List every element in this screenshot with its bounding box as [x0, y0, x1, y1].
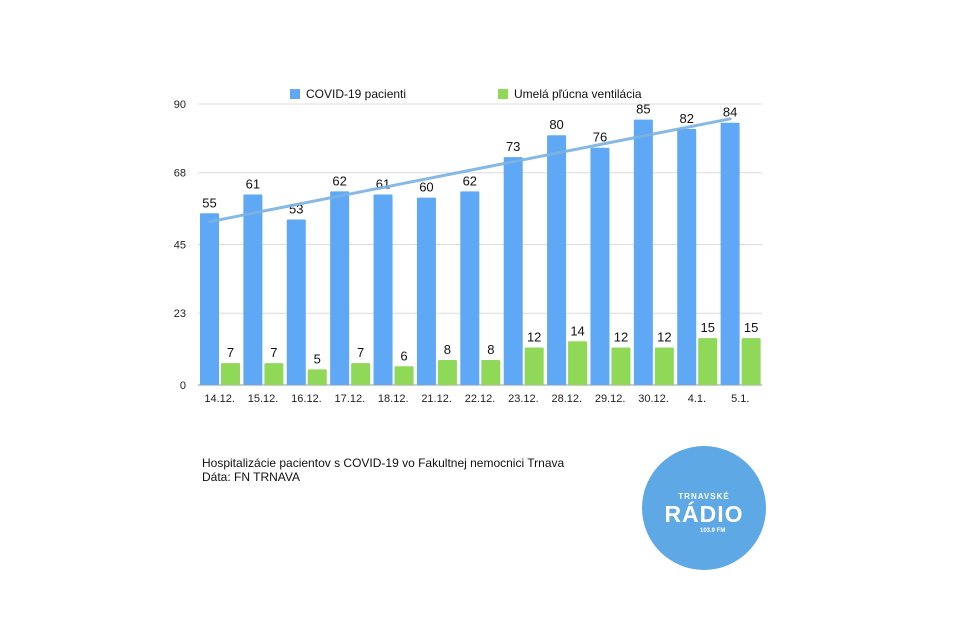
data-label-covid: 55: [202, 195, 216, 210]
radio-logo: TRNAVSKÉ RÁDIO 103.9 FM: [642, 446, 766, 570]
bar-ventilation: [394, 366, 414, 385]
logo-frequency: 103.9 FM: [700, 528, 726, 534]
bar-covid-patients: [677, 128, 697, 385]
bar-chart: 02345689055714.12.61715.12.53516.12.6271…: [174, 87, 762, 405]
caption-source: Dáta: FN TRNAVA: [202, 470, 301, 484]
data-label-covid: 73: [506, 139, 520, 154]
data-label-covid: 84: [723, 105, 737, 120]
data-label-ventilation: 12: [614, 330, 628, 345]
data-label-ventilation: 7: [270, 345, 277, 360]
legend-label-covid: COVID-19 pacienti: [306, 87, 406, 101]
bar-ventilation: [264, 363, 284, 385]
data-label-ventilation: 15: [744, 320, 758, 335]
x-tick-label: 22.12.: [465, 393, 496, 405]
data-label-ventilation: 14: [570, 323, 584, 338]
bar-ventilation: [654, 347, 674, 385]
x-tick-label: 16.12.: [291, 393, 322, 405]
x-tick-label: 23.12.: [508, 393, 539, 405]
chart-caption: Hospitalizácie pacientov s COVID-19 vo F…: [202, 456, 564, 484]
x-tick-label: 5.1.: [731, 393, 749, 405]
x-tick-label: 30.12.: [638, 393, 669, 405]
legend-swatch-covid: [290, 89, 300, 99]
logo-main-text: RÁDIO: [664, 501, 744, 527]
data-label-covid: 62: [463, 173, 477, 188]
bar-covid-patients: [373, 194, 393, 385]
data-label-ventilation: 7: [227, 345, 234, 360]
data-label-ventilation: 6: [400, 348, 407, 363]
data-label-ventilation: 15: [700, 320, 714, 335]
data-label-covid: 61: [246, 177, 260, 192]
data-label-covid: 80: [549, 117, 563, 132]
bar-covid-patients: [416, 197, 436, 385]
bar-covid-patients: [503, 157, 523, 385]
bar-covid-patients: [330, 191, 350, 385]
x-tick-label: 28.12.: [551, 393, 582, 405]
bar-ventilation: [524, 347, 544, 385]
x-tick-label: 29.12.: [595, 393, 626, 405]
y-tick-label: 23: [174, 308, 186, 320]
bar-ventilation: [568, 341, 588, 385]
data-label-ventilation: 8: [487, 342, 494, 357]
y-tick-label: 0: [180, 380, 186, 392]
data-label-ventilation: 8: [444, 342, 451, 357]
bar-covid-patients: [547, 135, 567, 385]
data-label-covid: 82: [679, 111, 693, 126]
bar-ventilation: [611, 347, 631, 385]
legend-label-ventilation: Umelá pľúcna ventilácia: [514, 87, 642, 101]
trendline: [208, 117, 732, 224]
y-tick-label: 90: [174, 99, 186, 111]
bar-ventilation: [698, 338, 718, 385]
bar-covid-patients: [286, 219, 306, 385]
y-tick-label: 45: [174, 240, 186, 252]
x-tick-label: 14.12.: [204, 393, 235, 405]
y-tick-label: 68: [174, 168, 186, 180]
data-label-covid: 76: [593, 130, 607, 145]
x-tick-label: 17.12.: [335, 393, 366, 405]
data-label-ventilation: 7: [357, 345, 364, 360]
legend-swatch-ventilation: [498, 89, 508, 99]
bar-covid-patients: [633, 119, 653, 385]
logo-top-text: TRNAVSKÉ: [678, 492, 730, 501]
bar-covid-patients: [243, 194, 263, 385]
data-label-covid: 60: [419, 180, 433, 195]
x-tick-label: 21.12.: [421, 393, 452, 405]
bar-ventilation: [437, 360, 457, 385]
x-tick-label: 15.12.: [248, 393, 279, 405]
data-label-covid: 85: [636, 102, 650, 117]
bar-ventilation: [481, 360, 501, 385]
x-tick-label: 4.1.: [688, 393, 706, 405]
bar-ventilation: [741, 338, 761, 385]
bar-covid-patients: [460, 191, 480, 385]
bar-ventilation: [221, 363, 240, 385]
bar-ventilation: [307, 369, 327, 385]
bar-covid-patients: [720, 122, 740, 385]
data-label-ventilation: 12: [657, 330, 671, 345]
bar-covid-patients: [200, 213, 219, 385]
data-label-covid: 62: [332, 173, 346, 188]
caption-title: Hospitalizácie pacientov s COVID-19 vo F…: [202, 456, 565, 470]
x-tick-label: 18.12.: [378, 393, 409, 405]
data-label-ventilation: 5: [314, 351, 321, 366]
data-label-ventilation: 12: [527, 330, 541, 345]
bar-ventilation: [351, 363, 371, 385]
bar-covid-patients: [590, 147, 610, 385]
